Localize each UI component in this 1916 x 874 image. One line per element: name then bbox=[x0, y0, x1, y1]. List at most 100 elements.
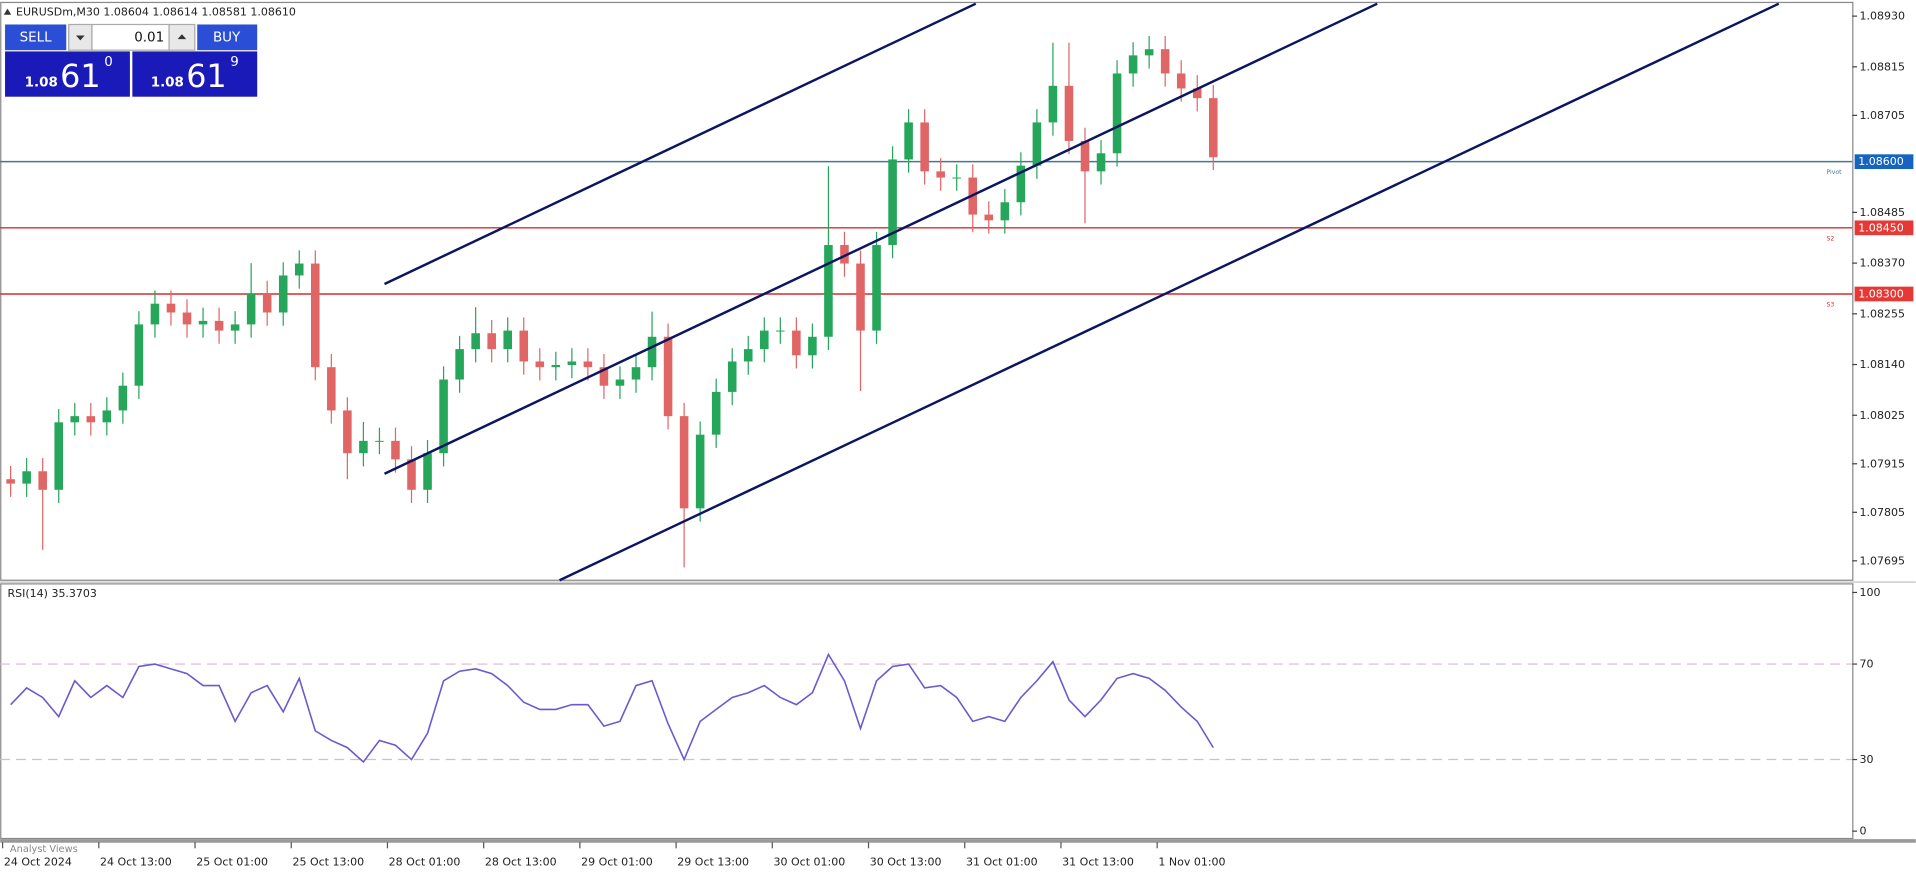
candle-body bbox=[647, 336, 657, 368]
bid-fraction: 0 bbox=[104, 55, 113, 70]
chart-title: EURUSDm,M30 1.08604 1.08614 1.08581 1.08… bbox=[16, 6, 296, 19]
candle-body bbox=[311, 263, 320, 368]
y-tick-label: 1.08815 bbox=[1860, 60, 1906, 73]
x-tick-label: 25 Oct 13:00 bbox=[292, 855, 364, 868]
x-tick-label: 25 Oct 01:00 bbox=[196, 855, 268, 868]
sell-button[interactable] bbox=[5, 24, 67, 51]
level-name: S3 bbox=[1826, 301, 1834, 308]
candle-body bbox=[1176, 73, 1186, 89]
candle-body bbox=[166, 303, 176, 313]
candle-body bbox=[1112, 73, 1122, 154]
x-tick-label: 30 Oct 01:00 bbox=[774, 855, 846, 868]
sell-label: SELL bbox=[20, 30, 53, 45]
candle-body bbox=[920, 122, 929, 172]
candle-body bbox=[182, 312, 192, 325]
x-tick-label: 24 Oct 2024 bbox=[4, 855, 72, 868]
candle-body bbox=[375, 440, 384, 442]
lot-value: 0.01 bbox=[134, 30, 164, 45]
y-tick-label: 1.08485 bbox=[1860, 206, 1906, 219]
candle-body bbox=[1064, 85, 1074, 141]
x-tick-label: 28 Oct 01:00 bbox=[389, 855, 461, 868]
candle-body bbox=[1080, 140, 1090, 172]
candle-body bbox=[1016, 165, 1026, 203]
candle-body bbox=[118, 385, 128, 411]
candle-body bbox=[711, 391, 721, 435]
candle-body bbox=[808, 336, 817, 356]
candle-body bbox=[102, 410, 112, 423]
x-tick-label: 28 Oct 13:00 bbox=[485, 855, 557, 868]
level-label-box bbox=[1854, 286, 1914, 302]
candle-body bbox=[86, 416, 96, 423]
y-tick-label: 30 bbox=[1860, 753, 1874, 766]
y-tick-label: 1.07805 bbox=[1860, 506, 1906, 519]
rsi-title: RSI(14) 35.3703 bbox=[7, 587, 96, 600]
channel-line[interactable] bbox=[383, 2, 1378, 475]
lot-field[interactable] bbox=[91, 23, 170, 51]
candle-body bbox=[952, 177, 961, 179]
y-tick-label: 1.08255 bbox=[1860, 307, 1906, 320]
candle-body bbox=[134, 324, 144, 386]
level-name: S2 bbox=[1826, 235, 1834, 242]
bid-pips: 61 bbox=[60, 57, 100, 95]
candle-body bbox=[984, 214, 994, 221]
x-tick-label: 31 Oct 13:00 bbox=[1062, 855, 1134, 868]
candle-body bbox=[856, 263, 865, 331]
candle-body bbox=[198, 320, 208, 325]
candle-body bbox=[503, 330, 513, 350]
ask-box[interactable] bbox=[132, 51, 258, 97]
candle-body bbox=[343, 410, 352, 454]
main-panel bbox=[0, 1, 1854, 581]
x-tick-label: 30 Oct 13:00 bbox=[870, 855, 942, 868]
candle-body bbox=[679, 416, 689, 509]
candle-body bbox=[1144, 49, 1154, 56]
x-tick-label: 29 Oct 13:00 bbox=[677, 855, 749, 868]
y-tick-label: 1.08370 bbox=[1860, 257, 1906, 270]
candle-body bbox=[1208, 98, 1218, 158]
candle-body bbox=[1160, 49, 1170, 74]
footer-tab[interactable]: Analyst Views bbox=[10, 844, 78, 855]
candle-body bbox=[760, 330, 769, 350]
trend-lines bbox=[383, 2, 1780, 582]
candle-body bbox=[743, 349, 753, 362]
buy-label: BUY bbox=[213, 30, 241, 45]
candle-body bbox=[278, 275, 288, 313]
candle-body bbox=[936, 171, 945, 178]
candle-body bbox=[423, 453, 432, 490]
down-arrow bbox=[76, 35, 85, 41]
x-tick-label: 29 Oct 01:00 bbox=[581, 855, 653, 868]
y-tick-label: 1.07915 bbox=[1860, 457, 1906, 470]
candle-body bbox=[327, 367, 336, 411]
bid-box[interactable] bbox=[5, 51, 130, 97]
candle-body bbox=[695, 434, 705, 509]
candle-body bbox=[1192, 88, 1202, 99]
ask-prefix: 1.08 bbox=[151, 76, 184, 91]
bid-prefix: 1.08 bbox=[25, 76, 58, 91]
candle-body bbox=[824, 245, 833, 337]
candle-body bbox=[246, 293, 256, 325]
candle-body bbox=[615, 379, 625, 386]
candle-body bbox=[535, 361, 545, 368]
candle-body bbox=[294, 263, 304, 276]
ask-fraction: 9 bbox=[230, 55, 239, 70]
y-tick-label: 1.08025 bbox=[1860, 409, 1906, 422]
collapse-icon[interactable] bbox=[3, 8, 12, 15]
level-label: 1.08450 bbox=[1858, 221, 1904, 234]
candle-body bbox=[439, 379, 448, 454]
rsi-panel bbox=[0, 583, 1854, 840]
candle-body bbox=[631, 367, 641, 380]
x-tick-label: 24 Oct 13:00 bbox=[100, 855, 172, 868]
channel-line[interactable] bbox=[383, 2, 977, 286]
y-tick-label: 0 bbox=[1860, 825, 1867, 838]
candle-body bbox=[359, 440, 368, 454]
candle-body bbox=[792, 330, 801, 356]
candle-body bbox=[38, 471, 47, 490]
buy-button[interactable] bbox=[197, 24, 258, 51]
y-tick-label: 70 bbox=[1860, 658, 1874, 671]
candle-body bbox=[663, 336, 673, 417]
channel-line[interactable] bbox=[559, 2, 1780, 582]
candle-body bbox=[567, 361, 577, 365]
candle-body bbox=[262, 293, 272, 313]
level-label-box bbox=[1854, 220, 1914, 236]
level-label: 1.08300 bbox=[1858, 287, 1904, 300]
